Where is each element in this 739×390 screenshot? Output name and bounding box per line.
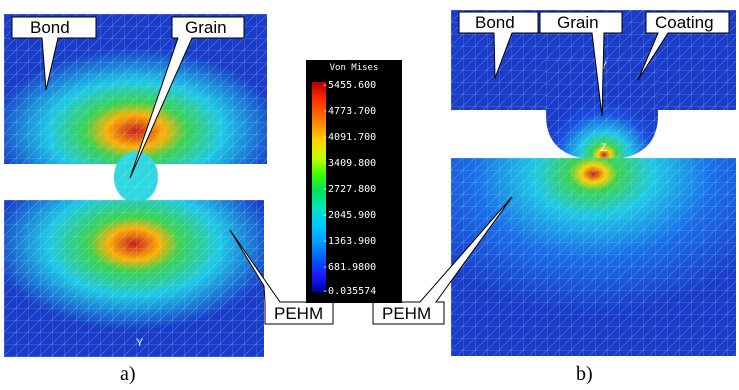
scale-label: 3409.800 <box>322 158 376 169</box>
scale-label: 1363.900 <box>322 236 376 247</box>
callout-b-grain: Grain <box>557 13 599 32</box>
callout-b-coating: Coating <box>655 13 714 32</box>
scale-label: 681.9800 <box>322 262 376 273</box>
callout-a-bond: Bond <box>30 18 70 37</box>
caption-b: b) <box>576 363 593 385</box>
scale-label: 2045.900 <box>322 210 376 221</box>
scale-label: 4773.700 <box>322 106 376 117</box>
panel-a-bottom-field <box>4 200 264 357</box>
panel-a-grain <box>113 150 159 205</box>
color-scale-legend: Von Mises 5455.600 4773.700 4091.700 340… <box>306 60 402 303</box>
panel-b-axis-marker-mid: Z <box>600 142 607 154</box>
scale-label: 0.035574 <box>322 286 376 297</box>
scale-label: 5455.600 <box>322 80 376 91</box>
scale-label: 4091.700 <box>322 132 376 143</box>
color-scale-title: Von Mises <box>329 63 379 73</box>
scale-label: 2727.800 <box>322 184 376 195</box>
panel-b-bottom-field <box>451 158 736 356</box>
caption-a: a) <box>120 363 136 385</box>
callout-b-bond: Bond <box>475 13 515 32</box>
callout-a-pehm: PEHM <box>274 304 324 323</box>
callout-a-grain: Grain <box>185 18 227 37</box>
panel-a-axis-marker: Y <box>136 337 144 349</box>
callout-b-pehm: PEHM <box>382 304 432 323</box>
